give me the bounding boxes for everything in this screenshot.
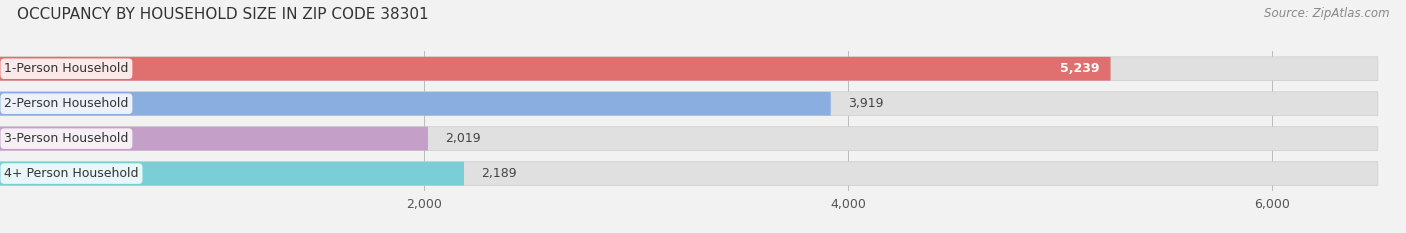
Text: Source: ZipAtlas.com: Source: ZipAtlas.com xyxy=(1264,7,1389,20)
Text: 2,019: 2,019 xyxy=(444,132,481,145)
FancyBboxPatch shape xyxy=(0,92,831,116)
Text: 3,919: 3,919 xyxy=(848,97,883,110)
FancyBboxPatch shape xyxy=(0,57,1378,81)
Text: 5,239: 5,239 xyxy=(1060,62,1099,75)
FancyBboxPatch shape xyxy=(0,162,1378,185)
Text: 2-Person Household: 2-Person Household xyxy=(4,97,128,110)
Text: 4+ Person Household: 4+ Person Household xyxy=(4,167,139,180)
FancyBboxPatch shape xyxy=(0,127,427,151)
Text: 2,189: 2,189 xyxy=(481,167,516,180)
Text: 1-Person Household: 1-Person Household xyxy=(4,62,128,75)
FancyBboxPatch shape xyxy=(0,162,464,185)
FancyBboxPatch shape xyxy=(0,92,1378,116)
FancyBboxPatch shape xyxy=(0,57,1111,81)
Text: 3-Person Household: 3-Person Household xyxy=(4,132,128,145)
Text: OCCUPANCY BY HOUSEHOLD SIZE IN ZIP CODE 38301: OCCUPANCY BY HOUSEHOLD SIZE IN ZIP CODE … xyxy=(17,7,429,22)
FancyBboxPatch shape xyxy=(0,127,1378,151)
